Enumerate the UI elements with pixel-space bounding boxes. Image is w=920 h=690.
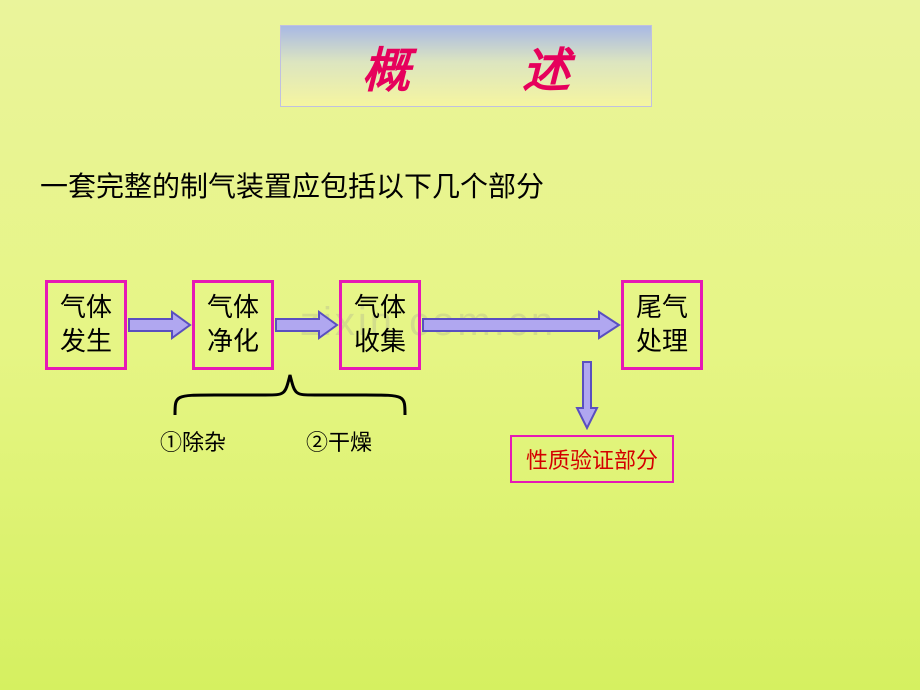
box-purify: 气体 净化: [192, 280, 274, 370]
arrow-icon: [127, 310, 192, 340]
brace-labels: ①除杂 ②干燥: [160, 425, 372, 457]
box-line: 净化: [207, 325, 259, 359]
verify-box: 性质验证部分: [510, 435, 674, 483]
down-arrow-container: [575, 360, 599, 435]
box-collect: 气体 收集: [339, 280, 421, 370]
box-line: 处理: [636, 325, 688, 359]
box-line: 气体: [207, 291, 259, 325]
arrow-icon: [421, 310, 621, 340]
title-text: 概 述: [312, 31, 620, 101]
box-generate: 气体 发生: [45, 280, 127, 370]
flow-row: 气体 发生 气体 净化 气体 收集 尾气 处理: [45, 280, 703, 370]
box-line: 气体: [354, 291, 406, 325]
down-arrow-icon: [575, 360, 599, 430]
title-box: 概 述: [280, 25, 652, 107]
brace-container: [155, 365, 425, 425]
arrow-icon: [274, 310, 339, 340]
box-line: 发生: [60, 325, 112, 359]
subtitle: 一套完整的制气装置应包括以下几个部分: [40, 165, 544, 205]
box-line: 尾气: [636, 291, 688, 325]
brace-label-1: ①除杂: [160, 425, 226, 457]
box-line: 气体: [60, 291, 112, 325]
box-exhaust: 尾气 处理: [621, 280, 703, 370]
brace-label-2: ②干燥: [306, 425, 372, 457]
box-line: 收集: [354, 325, 406, 359]
brace-icon: [155, 365, 425, 420]
